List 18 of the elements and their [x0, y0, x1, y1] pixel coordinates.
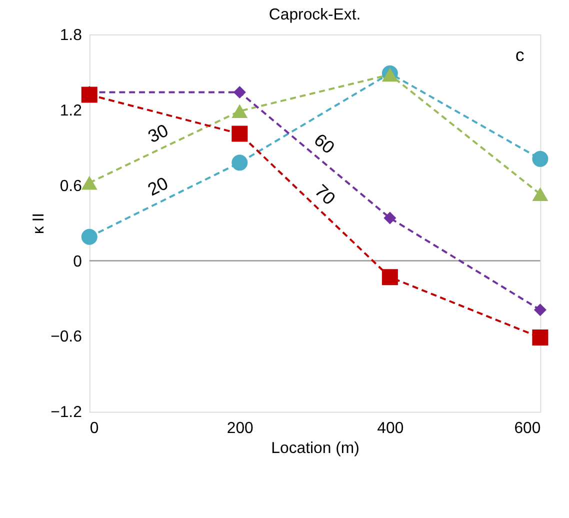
- text: 30: [144, 120, 172, 147]
- y-tick-label: −1.2: [50, 404, 82, 422]
- chart-title: Caprock-Ext.: [268, 6, 361, 24]
- y-tick-label: 0.6: [60, 178, 82, 195]
- x-tick-label: 400: [377, 420, 404, 438]
- y-tick-label: 0: [73, 253, 82, 270]
- x-tick-label: 600: [514, 420, 541, 438]
- text: 70: [311, 180, 340, 209]
- text: 60: [310, 130, 338, 158]
- x-axis-title: Location (m): [271, 440, 360, 457]
- x-tick-label: 200: [226, 420, 254, 438]
- y-axis-title: κ II: [30, 212, 48, 234]
- y-tick-label: 1.2: [60, 102, 82, 120]
- y-tick-label: 1.8: [60, 26, 82, 44]
- annotation: c: [515, 45, 524, 66]
- text: 20: [144, 173, 172, 200]
- y-tick-label: −0.6: [50, 328, 82, 346]
- x-tick-label: 0: [90, 420, 99, 438]
